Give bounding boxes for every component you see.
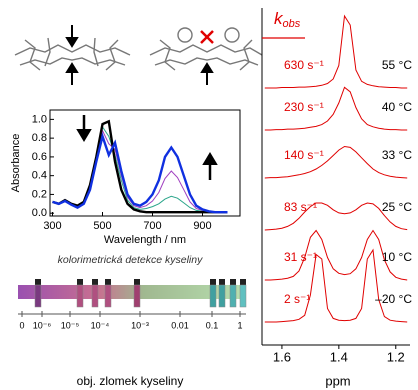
scale-tick-label: 1 (237, 320, 242, 330)
arrows (67, 25, 216, 180)
x-tick-label: 1.4 (330, 349, 348, 364)
spectrum-line (53, 127, 228, 212)
scale-xlabel: obj. zlomek kyseliny (77, 374, 184, 388)
vial (240, 285, 246, 307)
y-tick-label: 0.2 (32, 188, 47, 200)
x-axis-label: Wavelength / nm (104, 234, 186, 246)
temperature-label: 10 °C (382, 250, 412, 264)
scale-tick-label: 10⁻⁶ (33, 320, 52, 330)
x-tick-label: 500 (93, 220, 111, 232)
rate-label: 2 s⁻¹ (284, 292, 310, 306)
scale-tick-label: 0.01 (171, 320, 189, 330)
x-tick-label: 900 (193, 220, 211, 232)
figure: Wavelength / nm Absorbance kolorimetrick… (0, 0, 418, 390)
rate-label: 630 s⁻¹ (284, 58, 324, 72)
rate-header: kobs (274, 9, 301, 29)
vial-cap (77, 279, 83, 285)
nmr-x-label: ppm (325, 373, 350, 388)
rate-label: 230 s⁻¹ (284, 100, 324, 114)
x-tick-label: 700 (143, 220, 161, 232)
spectrum-line (53, 121, 228, 212)
temperature-label: –20 °C (375, 292, 412, 306)
vial (219, 285, 225, 307)
temperature-label: 33 °C (382, 148, 412, 162)
x-tick-label: 300 (43, 220, 61, 232)
scale-tick-label: 10⁻⁵ (61, 320, 80, 330)
scale-tick-label: 0 (19, 320, 24, 330)
rate-label: 31 s⁻¹ (284, 250, 317, 264)
y-tick-label: 0.0 (32, 207, 47, 219)
scale-tick-label: 10⁻³ (131, 320, 149, 330)
scale-tick-label: 0.1 (206, 320, 219, 330)
vial (210, 285, 216, 307)
temperature-label: 55 °C (382, 58, 412, 72)
red-cross (201, 31, 213, 43)
rate-label: 140 s⁻¹ (284, 148, 324, 162)
spectrum-line (53, 136, 228, 212)
vial-cap (219, 279, 225, 285)
vial-cap (230, 279, 236, 285)
vial (134, 285, 140, 307)
scale-title: kolorimetrická detekce kyseliny (58, 254, 203, 266)
temperature-label: 25 °C (382, 200, 412, 214)
y-axis-label: Absorbance (10, 134, 22, 193)
vial-cap (105, 279, 111, 285)
y-tick-label: 0.8 (32, 132, 47, 144)
vial-cap (134, 279, 140, 285)
rate-label: 83 s⁻¹ (284, 200, 317, 214)
x-tick-label: 1.6 (273, 349, 291, 364)
rate-subscript: obs (283, 18, 301, 30)
vial (105, 285, 111, 307)
vial (77, 285, 83, 307)
temperature-label: 40 °C (382, 100, 412, 114)
scale-tick-label: 10⁻⁴ (91, 320, 110, 330)
y-tick-label: 0.6 (32, 151, 47, 163)
vial-cap (35, 279, 41, 285)
y-tick-label: 0.4 (32, 170, 47, 182)
vial-cap (240, 279, 246, 285)
y-tick-label: 1.0 (32, 113, 47, 125)
vial-cap (210, 279, 216, 285)
vial (92, 285, 98, 307)
spectrum-line (53, 131, 228, 213)
vial (35, 285, 41, 307)
vial (230, 285, 236, 307)
x-tick-label: 1.2 (387, 349, 405, 364)
vial-cap (92, 279, 98, 285)
